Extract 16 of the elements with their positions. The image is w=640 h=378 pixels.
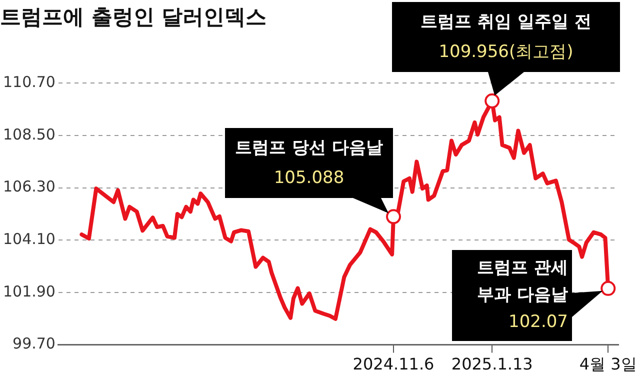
y-tick-label: 108.50: [2, 125, 56, 144]
point: [386, 209, 401, 224]
annotation: 트럼프 취임 일주일 전 109.956(최고점): [420, 11, 592, 64]
y-tick-label: 104.10: [2, 230, 56, 248]
point: [484, 93, 500, 108]
y-tick-label: 101.90: [2, 282, 56, 300]
x-tick-label: 4월 3일: [579, 354, 637, 374]
y-tick-label: 99.70: [12, 334, 56, 353]
chart-title: 트럼프에 출렁인 달러인덱스: [0, 5, 267, 30]
point: [600, 280, 616, 296]
y-tick-label: 106.30: [2, 178, 56, 196]
x-tick-label: 2024.11.6: [352, 354, 434, 374]
y-tick-label: 110.70: [2, 73, 56, 92]
annotation: 트럼프 당선 다음날 105.088: [234, 137, 384, 190]
annotation: 트럼프 관세 부과 다음날 102.07: [476, 257, 568, 334]
x-tick-label: 2025.1.13: [451, 354, 533, 374]
